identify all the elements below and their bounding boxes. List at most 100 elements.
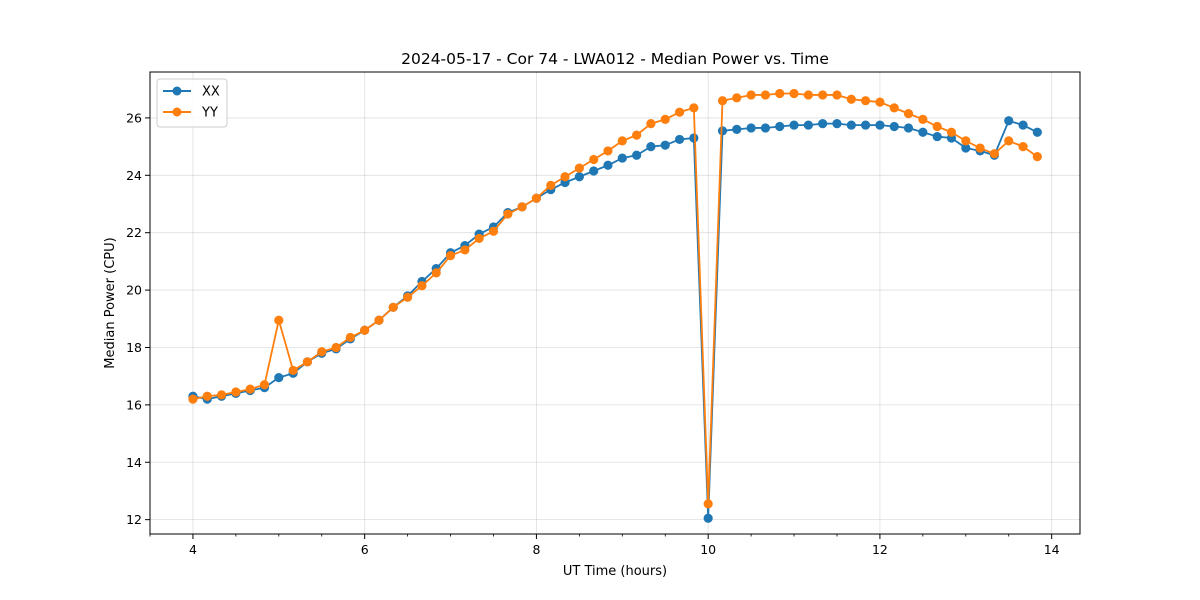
point-yy-0 <box>188 394 198 404</box>
x-tick-label-10: 10 <box>700 542 716 557</box>
point-yy-55 <box>975 143 985 153</box>
point-yy-34 <box>674 107 685 117</box>
point-yy-26 <box>560 172 570 182</box>
point-xx-35 <box>689 133 699 143</box>
series-layer <box>188 88 1042 523</box>
point-xx-59 <box>1032 127 1042 137</box>
point-yy-16 <box>417 281 427 291</box>
point-yy-29 <box>603 146 613 156</box>
legend-entry-xx: XX <box>163 85 220 100</box>
point-yy-45 <box>832 90 842 100</box>
legend-entry-yy: YY <box>163 106 218 121</box>
point-xx-38 <box>732 124 742 134</box>
point-xx-33 <box>660 140 670 150</box>
point-xx-6 <box>274 373 284 383</box>
point-yy-7 <box>288 365 298 376</box>
point-yy-27 <box>574 163 584 173</box>
point-yy-22 <box>503 209 513 219</box>
point-yy-40 <box>760 90 771 100</box>
point-xx-27 <box>574 172 584 182</box>
point-xx-45 <box>832 119 842 129</box>
point-yy-6 <box>274 315 284 325</box>
legend: XX YY <box>156 78 228 128</box>
point-yy-51 <box>918 114 928 124</box>
point-xx-34 <box>674 134 685 145</box>
point-yy-19 <box>460 245 470 255</box>
point-yy-52 <box>932 121 942 132</box>
point-yy-11 <box>345 332 355 343</box>
point-yy-31 <box>632 130 642 140</box>
point-yy-2 <box>216 390 227 400</box>
x-tick-label-8: 8 <box>532 542 540 557</box>
grid-lines <box>150 72 1080 534</box>
point-yy-54 <box>961 136 971 146</box>
point-yy-3 <box>231 387 241 397</box>
y-tick-label-26: 26 <box>126 110 142 125</box>
point-yy-18 <box>445 251 456 261</box>
y-tick-label-12: 12 <box>126 512 142 527</box>
chart-title: 2024-05-17 - Cor 74 - LWA012 - Median Po… <box>401 50 829 68</box>
point-xx-51 <box>918 127 928 137</box>
legend-marker-yy <box>172 107 182 117</box>
point-yy-32 <box>646 119 656 129</box>
point-xx-44 <box>818 119 828 129</box>
point-yy-47 <box>860 96 871 106</box>
point-xx-41 <box>775 121 785 132</box>
y-tick-label-24: 24 <box>126 168 142 183</box>
point-yy-33 <box>660 114 670 124</box>
point-yy-39 <box>746 90 756 100</box>
point-yy-35 <box>689 103 699 113</box>
point-yy-30 <box>617 136 627 146</box>
point-xx-39 <box>746 123 756 133</box>
point-yy-25 <box>546 180 556 190</box>
legend-marker-xx <box>172 86 182 96</box>
point-yy-57 <box>1004 136 1014 146</box>
point-yy-23 <box>517 202 527 212</box>
point-yy-41 <box>775 88 785 99</box>
point-yy-5 <box>259 380 270 390</box>
y-axis-title: Median Power (CPU) <box>103 237 118 368</box>
point-yy-28 <box>589 154 599 165</box>
point-yy-37 <box>717 96 728 106</box>
point-xx-36 <box>703 513 713 523</box>
point-yy-17 <box>431 268 441 278</box>
point-yy-50 <box>903 109 914 119</box>
point-yy-1 <box>202 391 212 401</box>
point-xx-57 <box>1004 116 1014 126</box>
series-yy <box>188 88 1042 509</box>
point-yy-38 <box>732 93 742 103</box>
point-xx-28 <box>589 166 599 176</box>
point-xx-58 <box>1018 120 1028 130</box>
point-yy-10 <box>331 342 341 353</box>
point-xx-30 <box>617 153 627 163</box>
point-yy-44 <box>818 90 828 100</box>
y-tick-label-16: 16 <box>126 397 142 412</box>
point-yy-36 <box>703 499 713 509</box>
legend-label-yy: YY <box>201 106 218 121</box>
point-yy-56 <box>989 149 999 159</box>
point-yy-46 <box>846 94 856 104</box>
point-yy-58 <box>1018 142 1028 152</box>
legend-label-xx: XX <box>202 85 220 100</box>
point-xx-31 <box>632 150 642 160</box>
x-tick-label-6: 6 <box>361 542 369 557</box>
x-tick-label-4: 4 <box>189 542 197 557</box>
point-yy-48 <box>875 97 885 107</box>
point-xx-48 <box>875 120 885 130</box>
point-xx-49 <box>889 121 899 132</box>
plot-frame <box>149 71 1081 535</box>
point-xx-52 <box>932 131 942 142</box>
point-xx-54 <box>961 143 971 153</box>
point-yy-53 <box>946 127 957 137</box>
axes: 4 6 8 10 12 14 12 14 16 18 20 22 24 26 <box>126 110 1060 557</box>
point-yy-59 <box>1032 152 1042 162</box>
point-xx-50 <box>903 123 914 133</box>
point-yy-4 <box>245 384 255 394</box>
point-yy-42 <box>789 88 799 99</box>
point-xx-32 <box>646 142 656 152</box>
y-tick-label-18: 18 <box>126 340 142 355</box>
point-yy-15 <box>403 292 413 302</box>
point-yy-8 <box>302 357 313 367</box>
point-yy-9 <box>317 347 327 357</box>
